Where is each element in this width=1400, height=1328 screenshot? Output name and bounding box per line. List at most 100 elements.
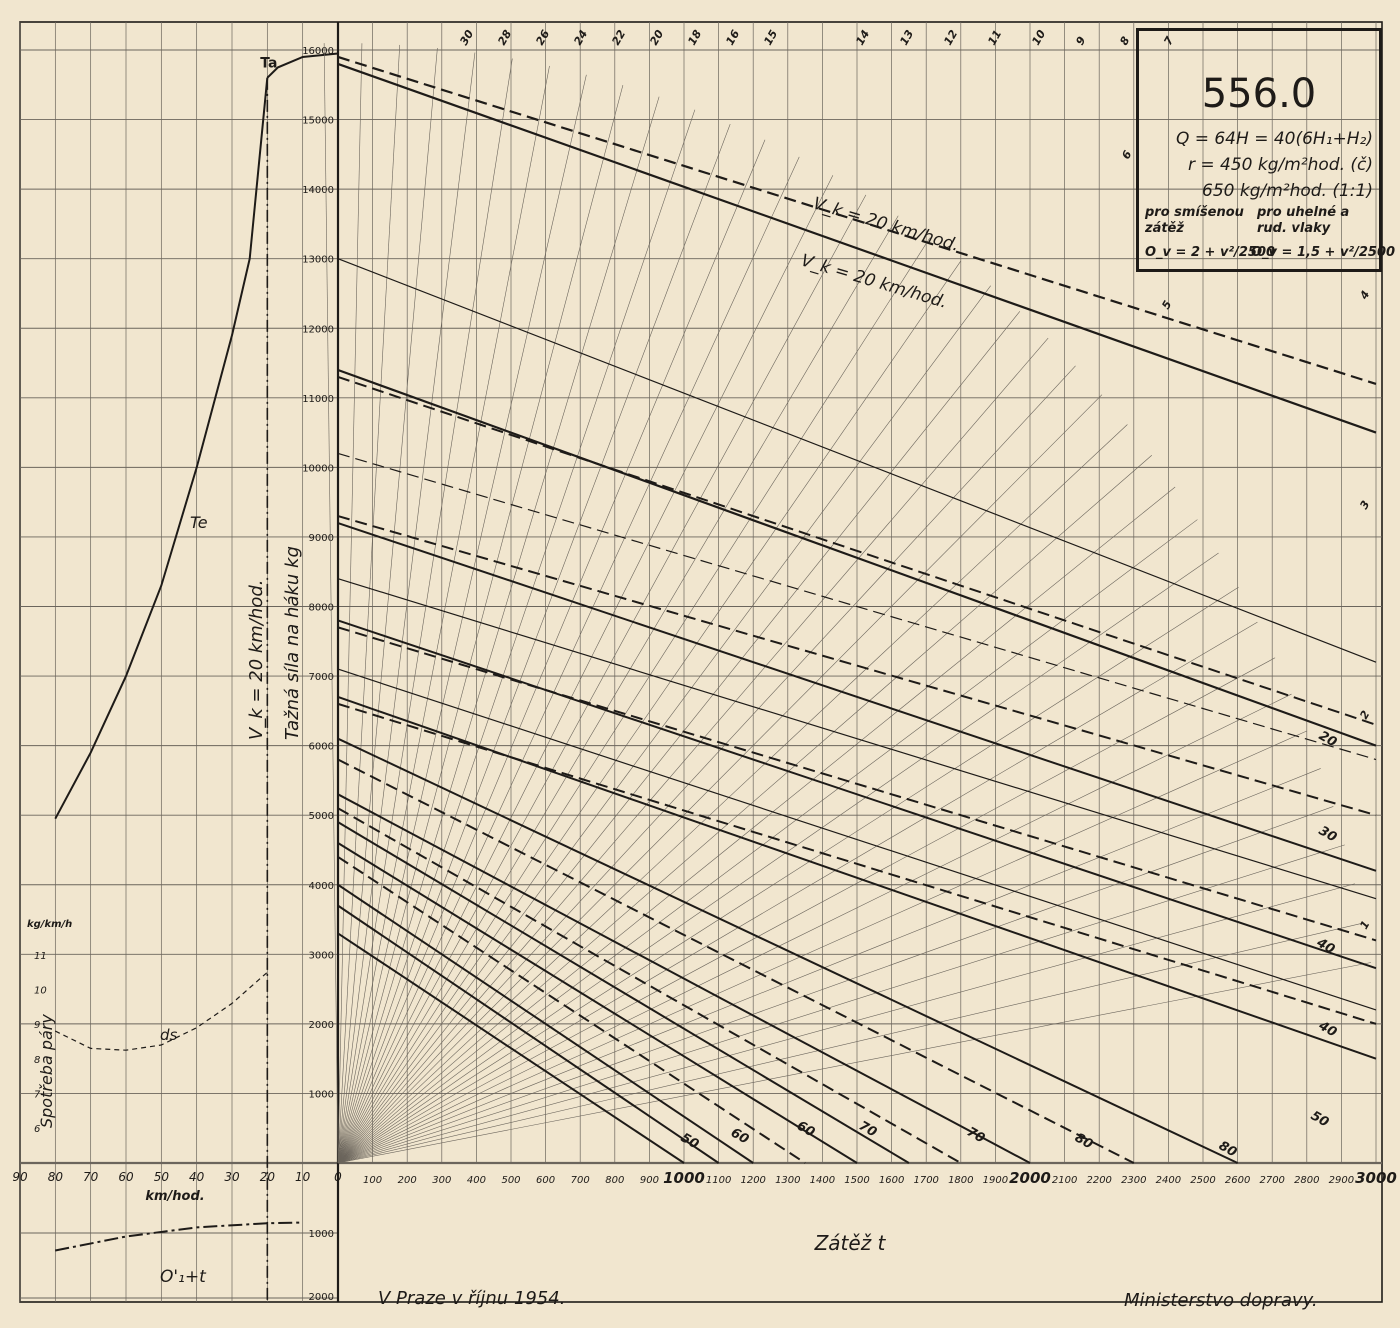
speed-axis-label: km/hod. <box>145 1189 204 1204</box>
gradient-fan-line <box>337 519 1198 1164</box>
load-tick-label: 1500 <box>844 1175 869 1186</box>
power-formula: Q = 64H = 40(6H₁+H₂) <box>1175 129 1373 149</box>
gradient-label: 15 <box>761 27 780 47</box>
gradient-fan-line <box>337 455 1153 1164</box>
load-speed-line <box>337 793 1031 1164</box>
gradient-fan-line <box>337 194 867 1164</box>
force-tick-label: 2000 <box>309 1020 334 1031</box>
force-tick-label: 12000 <box>302 324 334 335</box>
force-tick-label: 14000 <box>302 185 334 196</box>
force-tick-label: 10000 <box>302 463 334 474</box>
gradient-fan-line <box>337 44 401 1164</box>
load-tick-label: 2400 <box>1156 1175 1181 1186</box>
load-axis-label: Zátěž t <box>814 1231 887 1255</box>
Ta-label: Ta <box>260 55 277 71</box>
gradient-fan-line <box>337 365 1076 1164</box>
gradient-label: 10 <box>1029 27 1048 47</box>
load-tick-label: 2700 <box>1259 1175 1284 1186</box>
gradient-fan-line <box>337 48 438 1164</box>
force-tick-label: 6000 <box>309 742 334 753</box>
speed-tick-label: 30 <box>224 1170 240 1184</box>
footer-ministry: Ministerstvo dopravy. <box>1124 1290 1318 1311</box>
load-tick-label: 2000 <box>1009 1169 1051 1187</box>
grate-rate-1: r = 450 kg/m²hod. (č) <box>1187 155 1373 175</box>
load-tick-label: 1300 <box>775 1175 800 1186</box>
gradient-fan-line <box>337 43 363 1164</box>
speed-label: 70 <box>964 1124 987 1146</box>
load-speed-line <box>337 737 1239 1164</box>
gradient-label: 24 <box>571 28 590 48</box>
load-speed-line <box>337 452 1377 761</box>
gradient-label: 5 <box>1159 298 1174 311</box>
gradient-fan-line <box>337 768 1321 1164</box>
force-tick-label: 8000 <box>309 603 334 614</box>
load-tick-label: 2600 <box>1225 1175 1250 1186</box>
load-tick-label: 100 <box>363 1175 382 1186</box>
load-tick-label: 1000 <box>663 1169 705 1187</box>
steam-tick-label: 11 <box>34 951 47 962</box>
locomotive-number: 556.0 <box>1201 71 1317 117</box>
gradient-label: 30 <box>457 27 476 47</box>
force-tick-label: 11000 <box>302 394 334 405</box>
gradient-label: 4 <box>1357 288 1373 302</box>
force-tick-label: 1000 <box>309 1089 334 1100</box>
load-tick-label: 1600 <box>879 1175 904 1186</box>
gradient-fan-line <box>337 730 1307 1164</box>
gradient-fan-line <box>337 74 587 1164</box>
load-speed-line <box>337 55 1377 385</box>
gradient-fan-line <box>337 922 1364 1164</box>
load-tick-label: 2500 <box>1190 1175 1215 1186</box>
load-tick-label: 300 <box>432 1175 451 1186</box>
force-tick-label: 16000 <box>302 46 334 57</box>
load-speed-line <box>337 258 1377 663</box>
load-speed-line <box>337 758 1135 1164</box>
gradient-label: 16 <box>723 27 742 47</box>
speed-tick-label: 60 <box>118 1170 134 1184</box>
load-tick-label: 2200 <box>1086 1175 1111 1186</box>
load-tick-label: 1900 <box>983 1175 1008 1186</box>
speed-tick-label: 40 <box>189 1170 205 1184</box>
load-speed-line <box>337 856 806 1164</box>
load-tick-label: 600 <box>536 1175 555 1186</box>
load-speed-line <box>337 619 1377 970</box>
load-tick-label: 2900 <box>1329 1175 1354 1186</box>
load-speed-line <box>337 821 910 1164</box>
gradient-fan-line <box>337 123 731 1164</box>
load-speed-line <box>337 668 1377 1011</box>
grate-rate-2: 650 kg/m²hod. (1:1) <box>1202 181 1373 201</box>
vk-vertical-label: V_k = 20 km/hod. <box>246 580 267 740</box>
speed-label: 70 <box>856 1118 879 1140</box>
steam-tick-label: 8 <box>34 1055 40 1066</box>
gradient-fan-line <box>337 109 696 1164</box>
speed-tick-label: 10 <box>295 1170 311 1184</box>
speed-label: 60 <box>728 1125 751 1147</box>
gradient-label: 6 <box>1119 148 1134 161</box>
load-speed-line <box>337 807 962 1164</box>
coal-train-heading: pro uhelné a <box>1257 205 1350 220</box>
gradient-label: 18 <box>685 27 704 47</box>
gradient-fan-line <box>337 65 550 1164</box>
gradient-label: 28 <box>495 27 514 47</box>
load-speed-line <box>337 904 720 1164</box>
speed-tick-label: 90 <box>12 1170 28 1184</box>
steam-unit-label: kg/km/h <box>27 919 72 930</box>
load-tick-label: 800 <box>605 1175 624 1186</box>
gradient-fan-line <box>337 84 624 1164</box>
speed-tick-label: 50 <box>154 1170 170 1184</box>
coal-train-heading-2: rud. vlaky <box>1257 221 1331 236</box>
gradient-fan-line <box>337 586 1239 1164</box>
gradient-label: 13 <box>897 27 916 47</box>
force-tick-label: 9000 <box>309 533 334 544</box>
speed-label: 80 <box>1216 1138 1239 1160</box>
gradient-fan-line <box>337 693 1292 1164</box>
Te-label: Te <box>190 513 208 532</box>
force-tick-label-lower: 2000 <box>309 1292 334 1303</box>
load-tick-label: 2800 <box>1294 1175 1319 1186</box>
load-speed-line <box>337 883 754 1164</box>
vk-label-solid: V_k = 20 km/hod. <box>799 251 950 313</box>
gradient-fan-line <box>337 552 1219 1164</box>
mixed-load-heading: pro smíšenou <box>1145 205 1244 220</box>
gradient-fan-line <box>337 52 476 1164</box>
